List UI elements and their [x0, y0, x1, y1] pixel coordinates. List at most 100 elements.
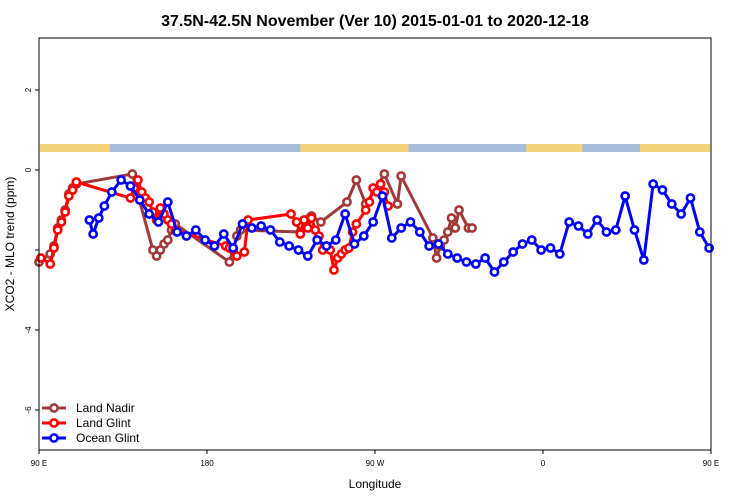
- data-point: [694, 227, 705, 237]
- data-point: [573, 221, 584, 231]
- data-point: [106, 187, 117, 197]
- data-point: [427, 233, 438, 243]
- legend-item-ocean-glint: Ocean Glint: [42, 431, 140, 445]
- legend-swatch-marker: [49, 418, 59, 428]
- y-tick-label: 2: [24, 87, 33, 92]
- data-point: [228, 243, 239, 253]
- data-point: [666, 199, 677, 209]
- data-point: [648, 179, 659, 189]
- data-point: [284, 241, 295, 251]
- series-layer: [34, 169, 715, 277]
- data-point: [442, 249, 453, 259]
- data-point: [375, 179, 386, 189]
- data-point: [49, 243, 59, 253]
- data-point: [209, 241, 220, 251]
- y-tick-label: 0: [24, 167, 33, 172]
- x-tick-label: 90 W: [366, 459, 385, 468]
- data-point: [295, 229, 306, 239]
- data-point: [433, 239, 444, 249]
- data-point: [84, 215, 95, 225]
- data-point: [224, 257, 235, 267]
- data-point: [446, 213, 457, 223]
- series-ocean-glint: [84, 175, 715, 277]
- data-point: [704, 243, 715, 253]
- data-point: [293, 245, 304, 255]
- data-point: [545, 243, 556, 253]
- data-point: [461, 257, 472, 267]
- x-tick-label: 90 E: [31, 459, 47, 468]
- data-point: [52, 225, 63, 235]
- data-point: [330, 235, 341, 245]
- data-point: [218, 229, 229, 239]
- data-point: [340, 209, 351, 219]
- x-tick-label: 180: [200, 459, 214, 468]
- land-ocean-band: [40, 144, 710, 152]
- data-point: [564, 217, 575, 227]
- data-point: [386, 233, 397, 243]
- data-point: [368, 217, 379, 227]
- data-point: [237, 219, 248, 229]
- data-point: [498, 257, 509, 267]
- data-point: [35, 253, 46, 263]
- data-point: [71, 177, 82, 187]
- data-point: [405, 217, 416, 227]
- data-point: [246, 223, 257, 233]
- data-point: [554, 249, 565, 259]
- data-point: [508, 247, 519, 257]
- data-point: [162, 197, 173, 207]
- data-point: [638, 255, 649, 265]
- data-point: [364, 197, 375, 207]
- data-point: [360, 205, 371, 215]
- data-point: [351, 175, 362, 185]
- data-point: [452, 253, 463, 263]
- data-point: [306, 213, 317, 223]
- land-segment: [526, 144, 583, 152]
- data-point: [610, 225, 621, 235]
- data-point: [349, 239, 360, 249]
- data-point: [582, 229, 593, 239]
- data-point: [450, 223, 461, 233]
- y-tick-label: -6: [24, 406, 33, 414]
- legend-item-land-glint: Land Glint: [42, 416, 131, 430]
- x-tick-label: 0: [541, 459, 546, 468]
- data-point: [134, 195, 145, 205]
- y-axis-label: XCO2 - MLO trend (ppm): [3, 177, 17, 312]
- data-point: [414, 227, 425, 237]
- data-point: [396, 171, 407, 181]
- data-point: [392, 199, 403, 209]
- chart-title: 37.5N-42.5N November (Ver 10) 2015-01-01…: [161, 13, 589, 30]
- legend-swatch-marker: [49, 403, 59, 413]
- data-point: [685, 193, 696, 203]
- data-point: [321, 241, 332, 251]
- data-point: [190, 225, 201, 235]
- data-point: [629, 225, 640, 235]
- data-point: [200, 235, 211, 245]
- data-point: [601, 227, 612, 237]
- data-point: [431, 253, 442, 263]
- data-point: [56, 217, 67, 227]
- x-tick-label: 90 E: [703, 459, 719, 468]
- x-axis: 90 E 180 90 W 0 90 E: [31, 450, 719, 468]
- data-point: [424, 241, 435, 251]
- data-point: [396, 223, 407, 233]
- y-axis: 2 0 -4 -6: [24, 87, 39, 414]
- data-point: [517, 239, 528, 249]
- data-point: [342, 197, 352, 207]
- data-point: [181, 231, 192, 241]
- legend-swatch-marker: [49, 433, 59, 443]
- legend-item-land-nadir: Land Nadir: [42, 401, 135, 415]
- data-point: [116, 175, 127, 185]
- data-point: [144, 209, 155, 219]
- data-point: [470, 259, 481, 269]
- data-point: [93, 213, 104, 223]
- data-point: [162, 235, 173, 245]
- legend-label: Land Glint: [76, 416, 131, 430]
- data-point: [99, 201, 110, 211]
- data-point: [274, 237, 285, 247]
- land-segment: [300, 144, 409, 152]
- data-point: [291, 217, 302, 227]
- data-point: [125, 181, 136, 191]
- data-point: [265, 225, 276, 235]
- data-point: [592, 215, 603, 225]
